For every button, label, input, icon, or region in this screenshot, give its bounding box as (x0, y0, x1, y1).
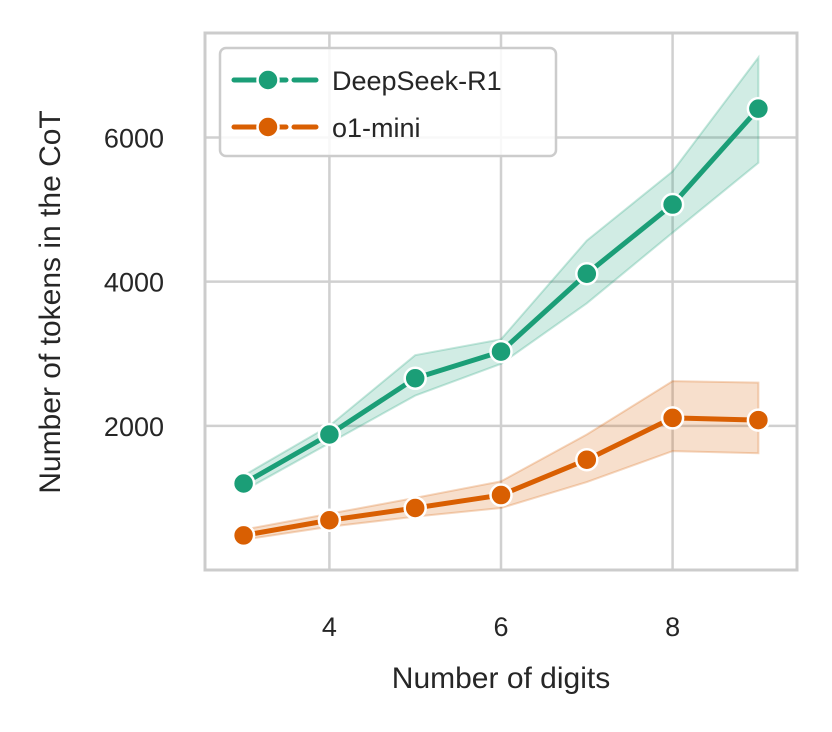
deepseek-r1-point (746, 96, 771, 121)
x-axis-ticks: 4 6 8 (322, 612, 680, 642)
o1-mini-point (660, 406, 685, 430)
o1-mini-point (489, 483, 513, 507)
confidence-bands (242, 54, 760, 541)
deepseek-r1-point (231, 471, 256, 496)
legend: DeepSeek-R1 o1-mini (218, 46, 558, 158)
deepseek-r1-point (575, 261, 599, 286)
x-tick-label: 6 (493, 612, 508, 642)
y-tick-label: 4000 (104, 268, 164, 298)
deepseek-r1-point (317, 422, 342, 447)
deepseek-r1-confidence-band (242, 54, 760, 493)
y-tick-label: 6000 (104, 124, 164, 154)
deepseek-r1-point (489, 339, 513, 364)
y-axis-label: Number of tokens in the CoT (34, 110, 67, 494)
o1-mini-point (231, 523, 256, 548)
x-tick-label: 8 (665, 612, 680, 642)
y-axis-ticks: 2000 4000 6000 (104, 124, 164, 442)
legend-o1-mini-label: o1-mini (332, 113, 421, 143)
x-axis-label: Number of digits (392, 662, 610, 695)
plot-frame (203, 31, 799, 572)
series-points (231, 96, 771, 548)
legend-o1-mini-marker (256, 115, 280, 139)
o1-mini-point (746, 408, 771, 432)
o1-mini-point (575, 447, 599, 472)
o1-mini-confidence-band (242, 380, 760, 541)
x-tick-label: 4 (322, 612, 337, 642)
o1-mini-point (317, 508, 342, 533)
legend-deepseek-r1-label: DeepSeek-R1 (332, 66, 502, 96)
y-tick-label: 2000 (104, 412, 164, 442)
deepseek-r1-point (403, 366, 427, 391)
o1-mini-point (403, 496, 427, 520)
deepseek-r1-point (660, 192, 685, 217)
legend-deepseek-r1-marker (256, 68, 280, 92)
